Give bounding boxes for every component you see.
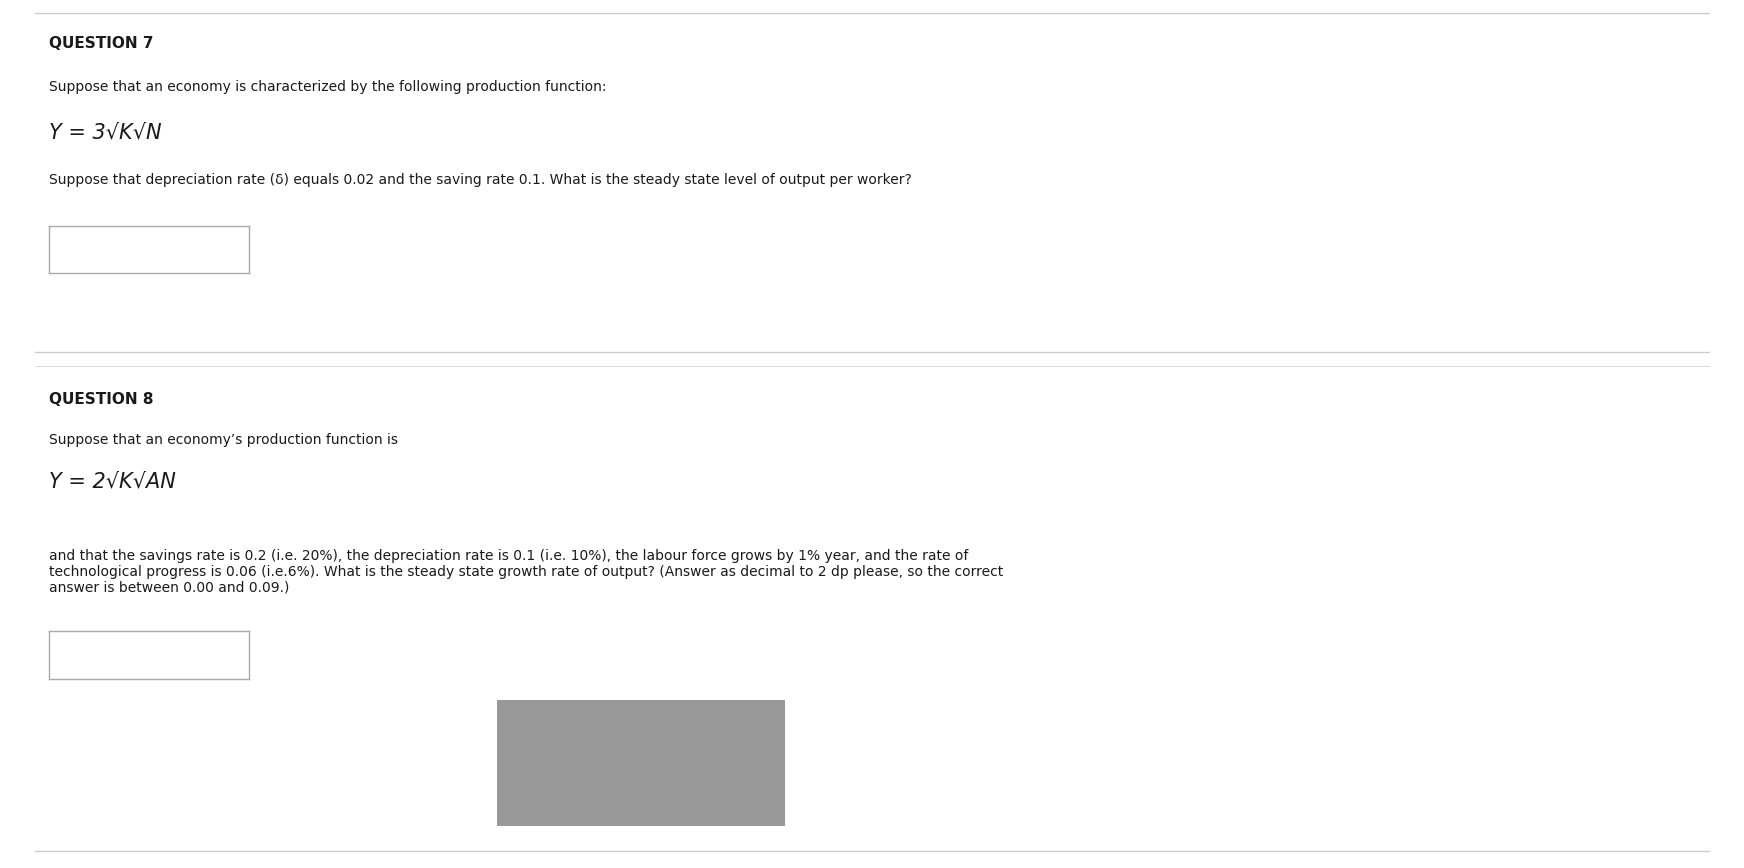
Text: QUESTION 7: QUESTION 7 xyxy=(49,36,153,50)
Text: Suppose that an economy’s production function is: Suppose that an economy’s production fun… xyxy=(49,433,398,447)
Text: Y = 3√K√N: Y = 3√K√N xyxy=(49,123,162,143)
Text: and that the savings rate is 0.2 (i.e. 20%), the depreciation rate is 0.1 (i.e. : and that the savings rate is 0.2 (i.e. 2… xyxy=(49,549,1003,595)
Text: QUESTION 8: QUESTION 8 xyxy=(49,391,153,406)
Text: Suppose that depreciation rate (δ) equals 0.02 and the saving rate 0.1. What is : Suppose that depreciation rate (δ) equal… xyxy=(49,173,912,187)
Text: Y = 2√K√AN: Y = 2√K√AN xyxy=(49,472,176,492)
Text: Suppose that an economy is characterized by the following production function:: Suppose that an economy is characterized… xyxy=(49,80,607,94)
